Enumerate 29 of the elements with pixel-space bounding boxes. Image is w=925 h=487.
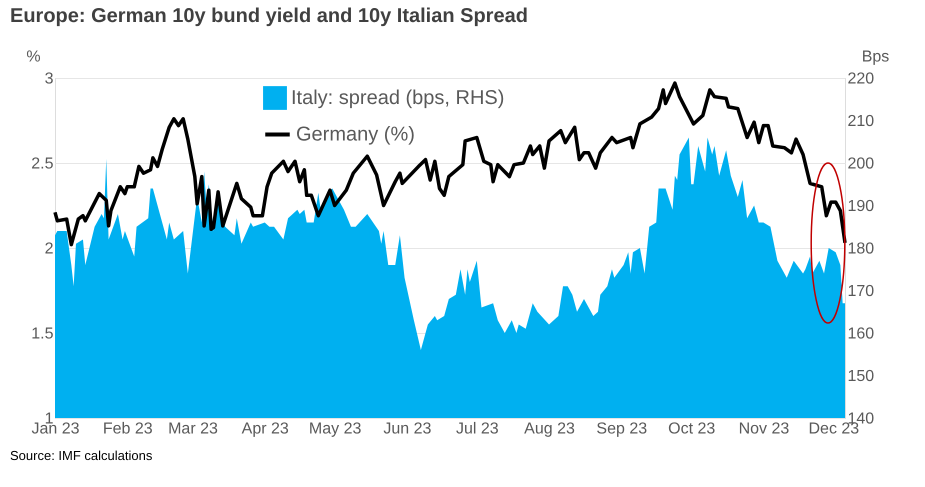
y-tick-label: 3: [44, 70, 54, 88]
y-tick-label: 2.5: [31, 156, 54, 172]
x-tick-label: Jun 23: [383, 420, 432, 438]
x-tick-label: Apr 23: [242, 420, 289, 438]
y-tick-label: 2: [44, 240, 54, 258]
y2-tick-label: 190: [848, 198, 874, 215]
y2-tick-label: 220: [848, 70, 874, 88]
y-tick-label: 1.5: [31, 326, 54, 342]
x-tick-label: Aug 23: [524, 420, 575, 438]
x-tick-label: Feb 23: [102, 420, 153, 438]
x-tick-label: Jul 23: [456, 420, 499, 438]
x-tick-label: Nov 23: [738, 420, 790, 438]
x-tick-label: May 23: [308, 420, 362, 438]
x-tick-label: Sep 23: [596, 420, 648, 438]
y2-axis-title: Bps: [862, 48, 890, 66]
x-tick-label: Mar 23: [168, 420, 218, 438]
chart-title: Europe: German 10y bund yield and 10y Italian Spread: [10, 5, 528, 27]
y-axis-title: %: [26, 48, 41, 66]
legend-label: Italy: spread (bps, RHS): [291, 87, 504, 109]
x-tick-label: Oct 23: [668, 420, 716, 438]
legend-label: Germany (%): [296, 124, 415, 146]
y2-tick-label: 210: [848, 113, 874, 130]
y2-tick-label: 150: [848, 368, 874, 385]
y2-tick-label: 180: [848, 240, 874, 258]
line-series: [53, 81, 847, 246]
y2-tick-label: 160: [848, 326, 874, 342]
y2-tick-label: 200: [848, 156, 874, 172]
y2-tick-label: 170: [848, 283, 874, 300]
source-note: Source: IMF calculations: [10, 448, 153, 463]
